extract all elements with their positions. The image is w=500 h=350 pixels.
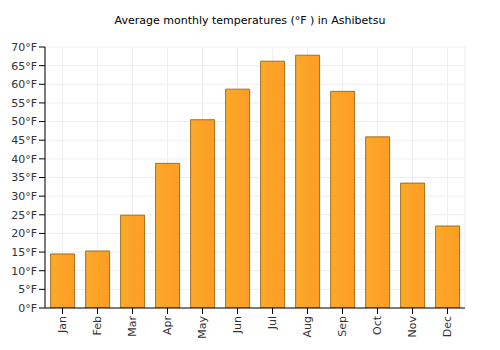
svg-text:60°F: 60°F [11, 78, 37, 91]
svg-text:0°F: 0°F [18, 302, 37, 315]
svg-text:5°F: 5°F [18, 283, 37, 296]
svg-text:55°F: 55°F [11, 97, 37, 110]
svg-text:Aug: Aug [301, 316, 314, 337]
svg-text:40°F: 40°F [11, 153, 37, 166]
svg-text:70°F: 70°F [11, 41, 37, 54]
svg-text:Nov: Nov [406, 316, 419, 338]
svg-text:Jan: Jan [56, 316, 69, 334]
svg-text:May: May [196, 316, 209, 339]
svg-text:65°F: 65°F [11, 60, 37, 73]
svg-text:20°F: 20°F [11, 227, 37, 240]
svg-text:Jul: Jul [266, 316, 279, 330]
svg-text:15°F: 15°F [11, 246, 37, 259]
svg-text:50°F: 50°F [11, 115, 37, 128]
svg-text:Mar: Mar [126, 316, 139, 337]
svg-text:Feb: Feb [91, 316, 104, 335]
svg-text:Dec: Dec [441, 316, 454, 337]
svg-text:45°F: 45°F [11, 134, 37, 147]
svg-text:25°F: 25°F [11, 209, 37, 222]
svg-text:Apr: Apr [161, 316, 174, 336]
svg-text:Jun: Jun [231, 316, 244, 334]
html-text:Average monthly temperatures (: Average monthly temperatures (°F ) in As… [114, 14, 386, 27]
svg-text:Sep: Sep [336, 316, 349, 337]
svg-text:30°F: 30°F [11, 190, 37, 203]
svg-text:10°F: 10°F [11, 265, 37, 278]
svg-text:Oct: Oct [371, 315, 384, 335]
svg-text:35°F: 35°F [11, 171, 37, 184]
